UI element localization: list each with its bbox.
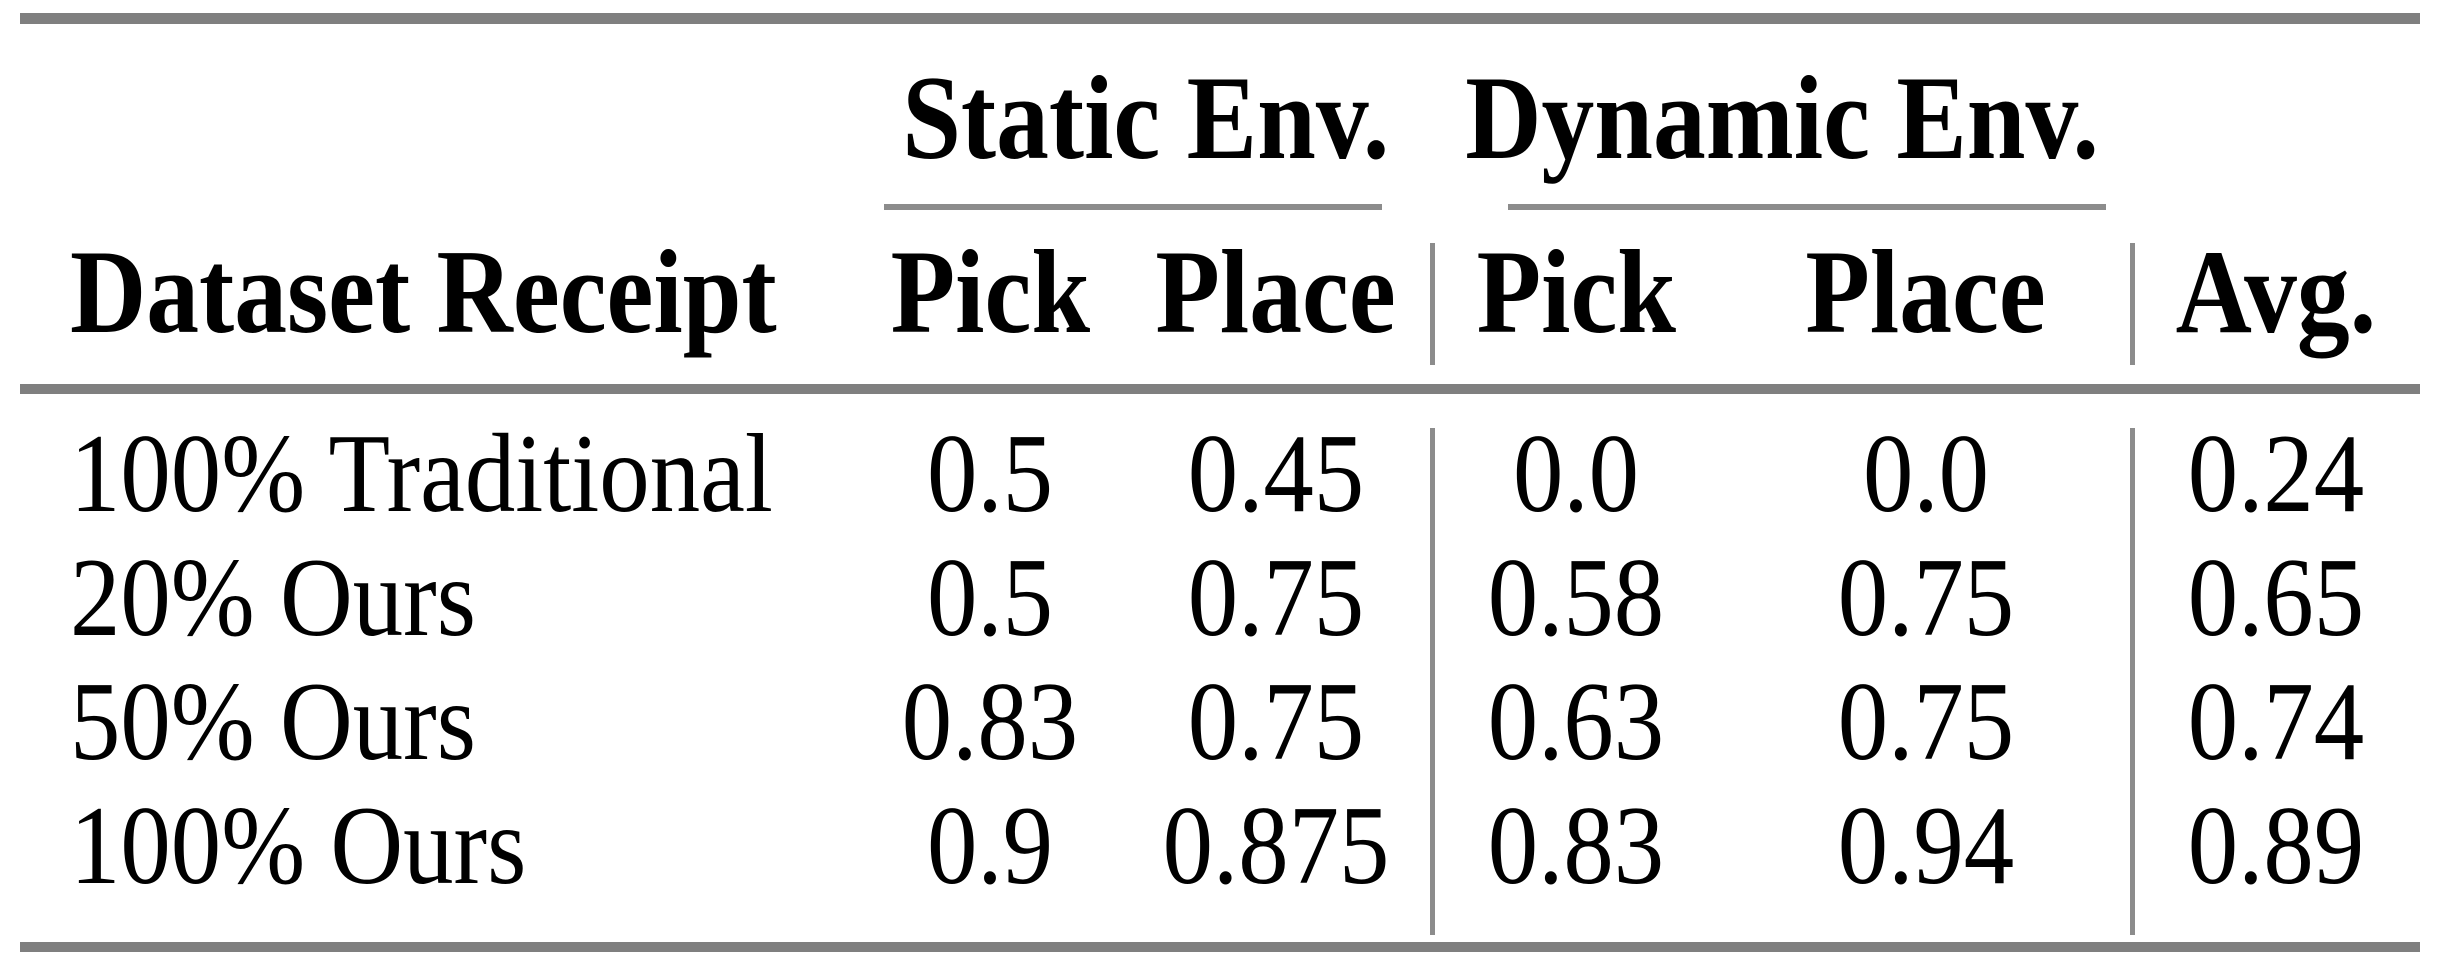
row-2-static-place: 0.75 [1120, 666, 1432, 790]
row-3-static-place-value: 0.875 [1162, 784, 1390, 908]
header-dataset-receipt: Dataset Receipt [20, 209, 860, 384]
column-group-row: Static Env. Dynamic Env. [20, 24, 2420, 204]
row-0-dynamic-place: 0.0 [1720, 418, 2132, 542]
header-static-place: Place [1120, 209, 1432, 384]
row-3-dynamic-place-value: 0.94 [1837, 784, 2015, 908]
row-1-dynamic-pick: 0.58 [1432, 542, 1720, 666]
row-1-dynamic-place-value: 0.75 [1837, 536, 2015, 660]
row-1-static-pick-value: 0.5 [927, 536, 1053, 660]
row-0-avg: 0.24 [2132, 418, 2420, 542]
row-0-avg-value: 0.24 [2187, 412, 2365, 536]
header-dynamic-place-label: Place [1805, 224, 2047, 358]
row-2-avg-value: 0.74 [2187, 660, 2365, 784]
row-2-dataset: 50% Ours [20, 666, 860, 790]
header-avg-label: Avg. [2175, 224, 2377, 358]
row-3-avg: 0.89 [2132, 790, 2420, 914]
bottom-rule [20, 942, 2420, 952]
header-static-pick-label: Pick [890, 224, 1090, 358]
row-0-dynamic-pick: 0.0 [1432, 418, 1720, 542]
header-row: Dataset Receipt Pick Place Pick Place Av… [20, 209, 2420, 384]
row-2-dynamic-pick: 0.63 [1432, 666, 1720, 790]
row-3-dataset-label: 100% Ours [70, 784, 527, 908]
row-3-dynamic-pick-value: 0.83 [1487, 784, 1665, 908]
row-0-static-place: 0.45 [1120, 418, 1432, 542]
row-3-static-place: 0.875 [1120, 790, 1432, 914]
header-static-pick: Pick [860, 209, 1120, 384]
separator-dynamic-avg-header [2130, 243, 2135, 365]
header-dynamic-place: Place [1720, 209, 2132, 384]
row-0-dynamic-place-value: 0.0 [1863, 412, 1989, 536]
dynamic-env-label: Dynamic Env. [1465, 51, 2099, 184]
row-2-dataset-label: 50% Ours [70, 660, 476, 784]
header-dynamic-pick: Pick [1432, 209, 1720, 384]
row-0-static-pick-value: 0.5 [927, 412, 1053, 536]
column-group-dynamic-env: Dynamic Env. [1432, 24, 2132, 204]
row-0-dataset: 100% Traditional [20, 418, 860, 542]
row-1-dynamic-place: 0.75 [1720, 542, 2132, 666]
row-0-static-place-value: 0.45 [1187, 412, 1365, 536]
row-2-dynamic-place-value: 0.75 [1837, 660, 2015, 784]
row-1-static-place-value: 0.75 [1187, 536, 1365, 660]
header-avg: Avg. [2132, 209, 2420, 384]
header-dynamic-pick-label: Pick [1476, 224, 1676, 358]
row-1-dataset-label: 20% Ours [70, 536, 476, 660]
top-rule [20, 13, 2420, 24]
header-dataset-receipt-label: Dataset Receipt [70, 224, 777, 358]
row-3-dynamic-pick: 0.83 [1432, 790, 1720, 914]
row-2-dynamic-place: 0.75 [1720, 666, 2132, 790]
separator-dynamic-avg-body [2130, 428, 2135, 935]
row-3-static-pick-value: 0.9 [927, 784, 1053, 908]
static-env-label: Static Env. [902, 51, 1390, 184]
table-body: 100% Traditional 0.5 0.45 0.0 0.0 0.24 2… [20, 394, 2420, 942]
row-2-static-pick: 0.83 [860, 666, 1120, 790]
row-1-avg: 0.65 [2132, 542, 2420, 666]
row-1-static-place: 0.75 [1120, 542, 1432, 666]
separator-static-dynamic-body [1430, 428, 1435, 935]
header-static-place-label: Place [1155, 224, 1397, 358]
dynamic-env-underline-rule [1508, 204, 2106, 210]
separator-static-dynamic-header [1430, 243, 1435, 365]
row-1-dataset: 20% Ours [20, 542, 860, 666]
row-1-dynamic-pick-value: 0.58 [1487, 536, 1665, 660]
row-0-dynamic-pick-value: 0.0 [1513, 412, 1639, 536]
row-0-dataset-label: 100% Traditional [70, 412, 773, 536]
column-group-static-env: Static Env. [860, 24, 1432, 204]
row-2-avg: 0.74 [2132, 666, 2420, 790]
row-3-static-pick: 0.9 [860, 790, 1120, 914]
row-2-static-pick-value: 0.83 [901, 660, 1079, 784]
row-2-static-place-value: 0.75 [1187, 660, 1365, 784]
row-3-dynamic-place: 0.94 [1720, 790, 2132, 914]
row-1-avg-value: 0.65 [2187, 536, 2365, 660]
row-1-static-pick: 0.5 [860, 542, 1120, 666]
row-3-dataset: 100% Ours [20, 790, 860, 914]
row-0-static-pick: 0.5 [860, 418, 1120, 542]
header-body-separator-rule [20, 384, 2420, 394]
static-env-underline-rule [884, 204, 1382, 210]
row-2-dynamic-pick-value: 0.63 [1487, 660, 1665, 784]
row-3-avg-value: 0.89 [2187, 784, 2365, 908]
